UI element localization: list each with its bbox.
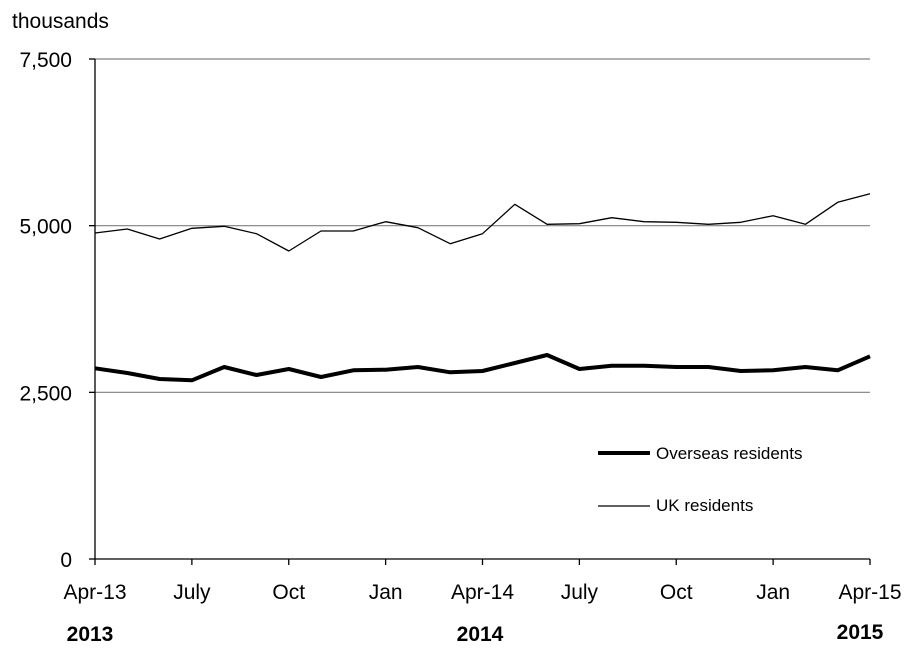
series-lines <box>94 193 871 383</box>
series-line-overseas-residents <box>94 353 871 383</box>
year-label-2013: 2013 <box>67 623 114 646</box>
x-tick-label-3: Jan <box>369 581 403 604</box>
x-tick-label-0: Apr-13 <box>63 581 126 604</box>
x-tick-label-6: Oct <box>660 581 693 604</box>
year-label-2015: 2015 <box>837 621 884 644</box>
x-tick-label-8: Apr-15 <box>838 581 901 604</box>
x-tick-label-1: July <box>173 581 211 604</box>
legend-label-uk: UK residents <box>656 496 753 515</box>
y-tick-label-3: 7,500 <box>19 49 72 72</box>
x-tick-label-2: Oct <box>272 581 305 604</box>
series-line-uk-residents <box>94 193 871 252</box>
legend: Overseas residents UK residents <box>598 444 802 515</box>
year-labels: 2013 2014 2015 <box>67 621 884 646</box>
axes <box>94 59 870 560</box>
x-axis-ticks: Apr-13 July Oct Jan Apr-14 July Oct Jan Apr-15 <box>63 559 902 604</box>
gridlines <box>95 58 870 393</box>
legend-label-overseas: Overseas residents <box>656 444 802 463</box>
x-tick-label-7: Jan <box>756 581 790 604</box>
x-tick-label-5: July <box>561 581 599 604</box>
y-tick-label-2: 5,000 <box>19 216 72 239</box>
y-unit-label: thousands <box>12 10 109 33</box>
y-axis-ticks: 0 2,500 5,000 7,500 <box>19 49 95 572</box>
y-tick-label-0: 0 <box>60 549 72 572</box>
y-tick-label-1: 2,500 <box>19 382 72 405</box>
year-label-2014: 2014 <box>457 623 504 646</box>
x-tick-label-4: Apr-14 <box>451 581 514 604</box>
